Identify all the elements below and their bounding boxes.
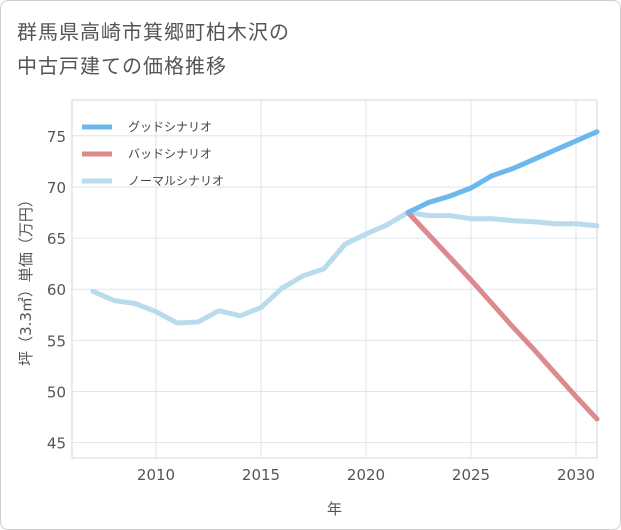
chart-title: 群馬県高崎市箕郷町柏木沢の 中古戸建ての価格推移	[17, 15, 290, 83]
y-tick-label: 60	[47, 281, 66, 299]
series-line	[90, 210, 600, 326]
grid-lines	[71, 99, 598, 459]
y-tick-label: 65	[47, 230, 66, 248]
y-tick-label: 55	[47, 332, 66, 350]
y-tick-label: 70	[47, 179, 66, 197]
x-tick-label: 2025	[452, 466, 490, 484]
y-tick-label: 45	[47, 435, 66, 453]
x-tick-label: 2030	[557, 466, 595, 484]
legend-label: バッドシナリオ	[128, 147, 212, 161]
x-tick-label: 2020	[347, 466, 385, 484]
y-tick-label: 50	[47, 384, 66, 402]
y-axis-label: 坪（3.3㎡）単価（万円）	[17, 192, 35, 366]
chart-title-line1: 群馬県高崎市箕郷町柏木沢の	[17, 20, 290, 44]
series-lines	[90, 129, 600, 422]
legend-label: ノーマルシナリオ	[128, 174, 224, 188]
x-tick-label: 2015	[242, 466, 280, 484]
series-line	[405, 210, 600, 422]
y-tick-label: 75	[47, 128, 66, 146]
axes: 2010 2015 2020 2025 2030 45 50 55 60 65 70 75 年 坪（3.3…	[17, 128, 595, 518]
x-axis-label: 年	[327, 500, 342, 518]
plot-frame	[71, 99, 598, 459]
chart-title-line2: 中古戸建ての価格推移	[17, 54, 227, 78]
legend-label: グッドシナリオ	[128, 120, 212, 134]
x-tick-label: 2010	[137, 466, 175, 484]
series-line	[405, 129, 600, 215]
